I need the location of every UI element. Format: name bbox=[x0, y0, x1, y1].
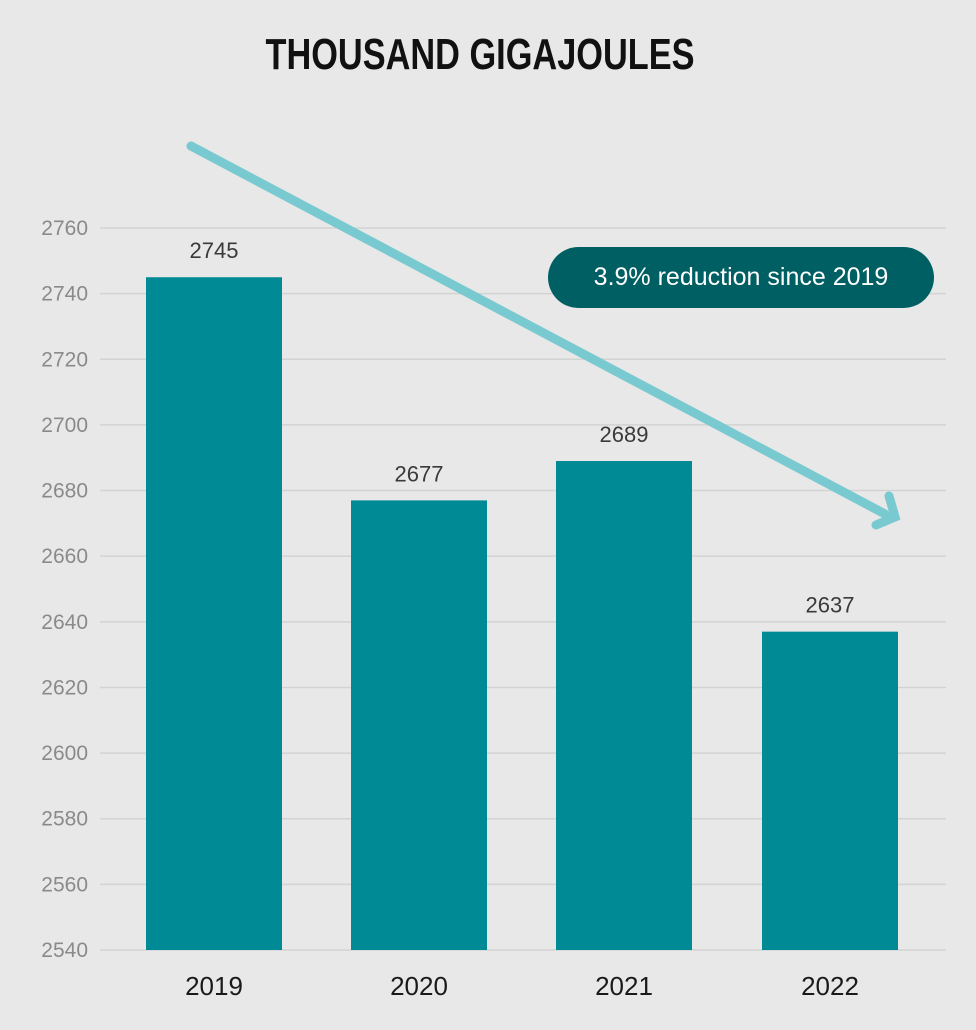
data-labels: 2745 2677 2689 2637 bbox=[190, 238, 855, 617]
x-tick-label-2020: 2020 bbox=[390, 971, 448, 1001]
reduction-annotation-badge: 3.9% reduction since 2019 bbox=[548, 247, 934, 308]
y-tick-label: 2580 bbox=[41, 808, 88, 831]
bar-2022 bbox=[762, 631, 898, 950]
y-tick-label: 2620 bbox=[41, 676, 88, 699]
y-tick-label: 2540 bbox=[41, 939, 88, 962]
y-tick-label: 2720 bbox=[41, 348, 88, 371]
y-tick-label: 2600 bbox=[41, 742, 88, 765]
y-tick-label: 2760 bbox=[41, 217, 88, 240]
x-tick-label-2019: 2019 bbox=[185, 971, 243, 1001]
y-tick-label: 2640 bbox=[41, 611, 88, 634]
y-tick-label: 2680 bbox=[41, 480, 88, 503]
data-label-2021: 2689 bbox=[600, 422, 649, 447]
x-tick-label-2021: 2021 bbox=[595, 971, 653, 1001]
x-axis-ticks: 2019 2020 2021 2022 bbox=[185, 971, 859, 1001]
trend-arrow bbox=[186, 141, 901, 530]
chart-title: THOUSAND GIGAJOULES bbox=[265, 30, 695, 79]
y-tick-label: 2740 bbox=[41, 283, 88, 306]
y-tick-label: 2700 bbox=[41, 414, 88, 437]
bars bbox=[146, 277, 898, 950]
trend-arrow-head bbox=[871, 491, 901, 530]
trend-arrow-line bbox=[186, 141, 890, 519]
data-label-2020: 2677 bbox=[395, 461, 444, 486]
bar-2021 bbox=[556, 461, 692, 950]
y-tick-label: 2560 bbox=[41, 873, 88, 896]
y-tick-label: 2660 bbox=[41, 545, 88, 568]
bar-2020 bbox=[351, 500, 487, 950]
data-label-2019: 2745 bbox=[190, 238, 239, 263]
y-axis-ticks: 2540 2560 2580 2600 2620 2640 2660 2680 2700 2720… bbox=[41, 217, 88, 962]
data-label-2022: 2637 bbox=[806, 593, 855, 618]
bar-2019 bbox=[146, 277, 282, 950]
x-tick-label-2022: 2022 bbox=[801, 971, 859, 1001]
